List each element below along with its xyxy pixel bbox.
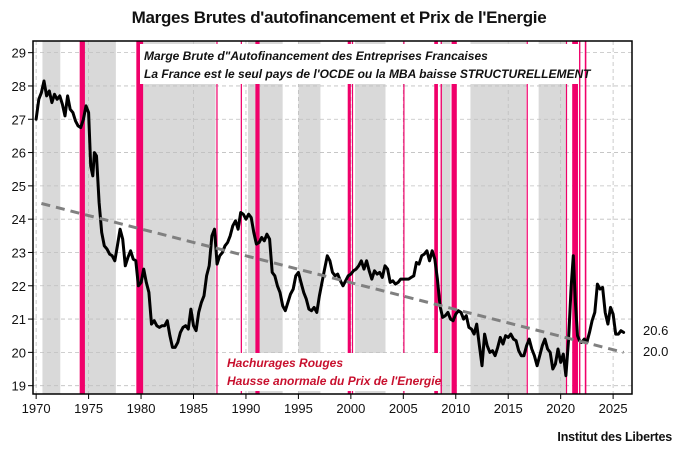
gray-band	[355, 41, 386, 394]
x-tick-label: 1980	[127, 401, 156, 416]
red-bar	[255, 41, 260, 394]
red-bar	[434, 41, 438, 394]
annotation-bottom-line2: Hausse anormale du Prix de l'Energie	[227, 374, 442, 388]
x-tick-label: 2000	[336, 401, 365, 416]
annotation-top: Marge Brute d"Autofinancement des Entrep…	[140, 44, 592, 84]
red-bar	[526, 41, 528, 394]
annotation-top-line2: La France est le seul pays de l'OCDE ou …	[144, 67, 592, 81]
annotation-top-background	[140, 44, 578, 84]
series	[34, 79, 626, 378]
red-bar	[136, 41, 144, 394]
y-tick-label: 22	[12, 279, 26, 294]
annotation-bottom-background	[222, 353, 440, 391]
red-bars	[79, 41, 587, 394]
mba-line	[34, 79, 626, 378]
red-bar	[572, 41, 578, 394]
red-bar	[216, 41, 218, 394]
end-labels: 20.6 20.0	[643, 323, 668, 359]
x-tick-label: 1990	[231, 401, 260, 416]
y-tick-label: 28	[12, 79, 26, 94]
x-axis: 1970 1975 1980 1985 1990 1995 2000 2005 2010 2015…	[22, 394, 628, 416]
gray-bands	[42, 41, 567, 394]
y-tick-label: 26	[12, 146, 26, 161]
y-axis: 19 20 21 22 23 24 25 26 27 28 29	[12, 46, 33, 394]
plot-frame	[32, 40, 633, 395]
red-bar	[579, 41, 581, 394]
red-bar	[79, 41, 85, 394]
y-tick-label: 21	[12, 312, 26, 327]
y-tick-label: 20	[12, 345, 26, 360]
red-bar	[584, 41, 587, 394]
source-credit: Institut des Libertes	[557, 430, 672, 444]
y-tick-label: 29	[12, 46, 26, 61]
chart-title: Marges Brutes d'autofinancement et Prix …	[131, 8, 547, 27]
x-tick-label: 1970	[22, 401, 51, 416]
x-tick-label: 1985	[179, 401, 208, 416]
gray-band	[42, 41, 61, 394]
gray-band	[298, 41, 321, 394]
red-bar	[347, 41, 351, 394]
x-tick-label: 2015	[494, 401, 523, 416]
red-bar	[351, 41, 354, 394]
annotation-bottom-line1: Hachurages Rouges	[227, 356, 343, 370]
x-tick-label: 1995	[284, 401, 313, 416]
gray-band	[441, 41, 451, 394]
end-label: 20.0	[643, 344, 668, 359]
trend-line	[41, 202, 624, 354]
red-bar	[403, 41, 405, 394]
gray-band	[470, 41, 527, 394]
y-tick-label: 27	[12, 112, 26, 127]
y-tick-label: 24	[12, 212, 26, 227]
x-tick-label: 2025	[599, 401, 628, 416]
x-tick-label: 2010	[441, 401, 470, 416]
annotation-bottom: Hachurages Rouges Hausse anormale du Pri…	[222, 353, 442, 391]
red-bar	[565, 41, 568, 394]
gray-band	[80, 41, 116, 394]
gray-band	[248, 41, 283, 394]
red-bar	[451, 41, 457, 394]
x-tick-label: 2020	[546, 401, 575, 416]
red-bar	[440, 41, 442, 394]
y-tick-label: 19	[12, 379, 26, 394]
end-label: 20.6	[643, 323, 668, 338]
y-tick-label: 25	[12, 179, 26, 194]
x-tick-label: 2005	[389, 401, 418, 416]
y-tick-label: 23	[12, 245, 26, 260]
annotation-top-line1: Marge Brute d"Autofinancement des Entrep…	[144, 49, 488, 63]
x-tick-label: 1975	[74, 401, 103, 416]
